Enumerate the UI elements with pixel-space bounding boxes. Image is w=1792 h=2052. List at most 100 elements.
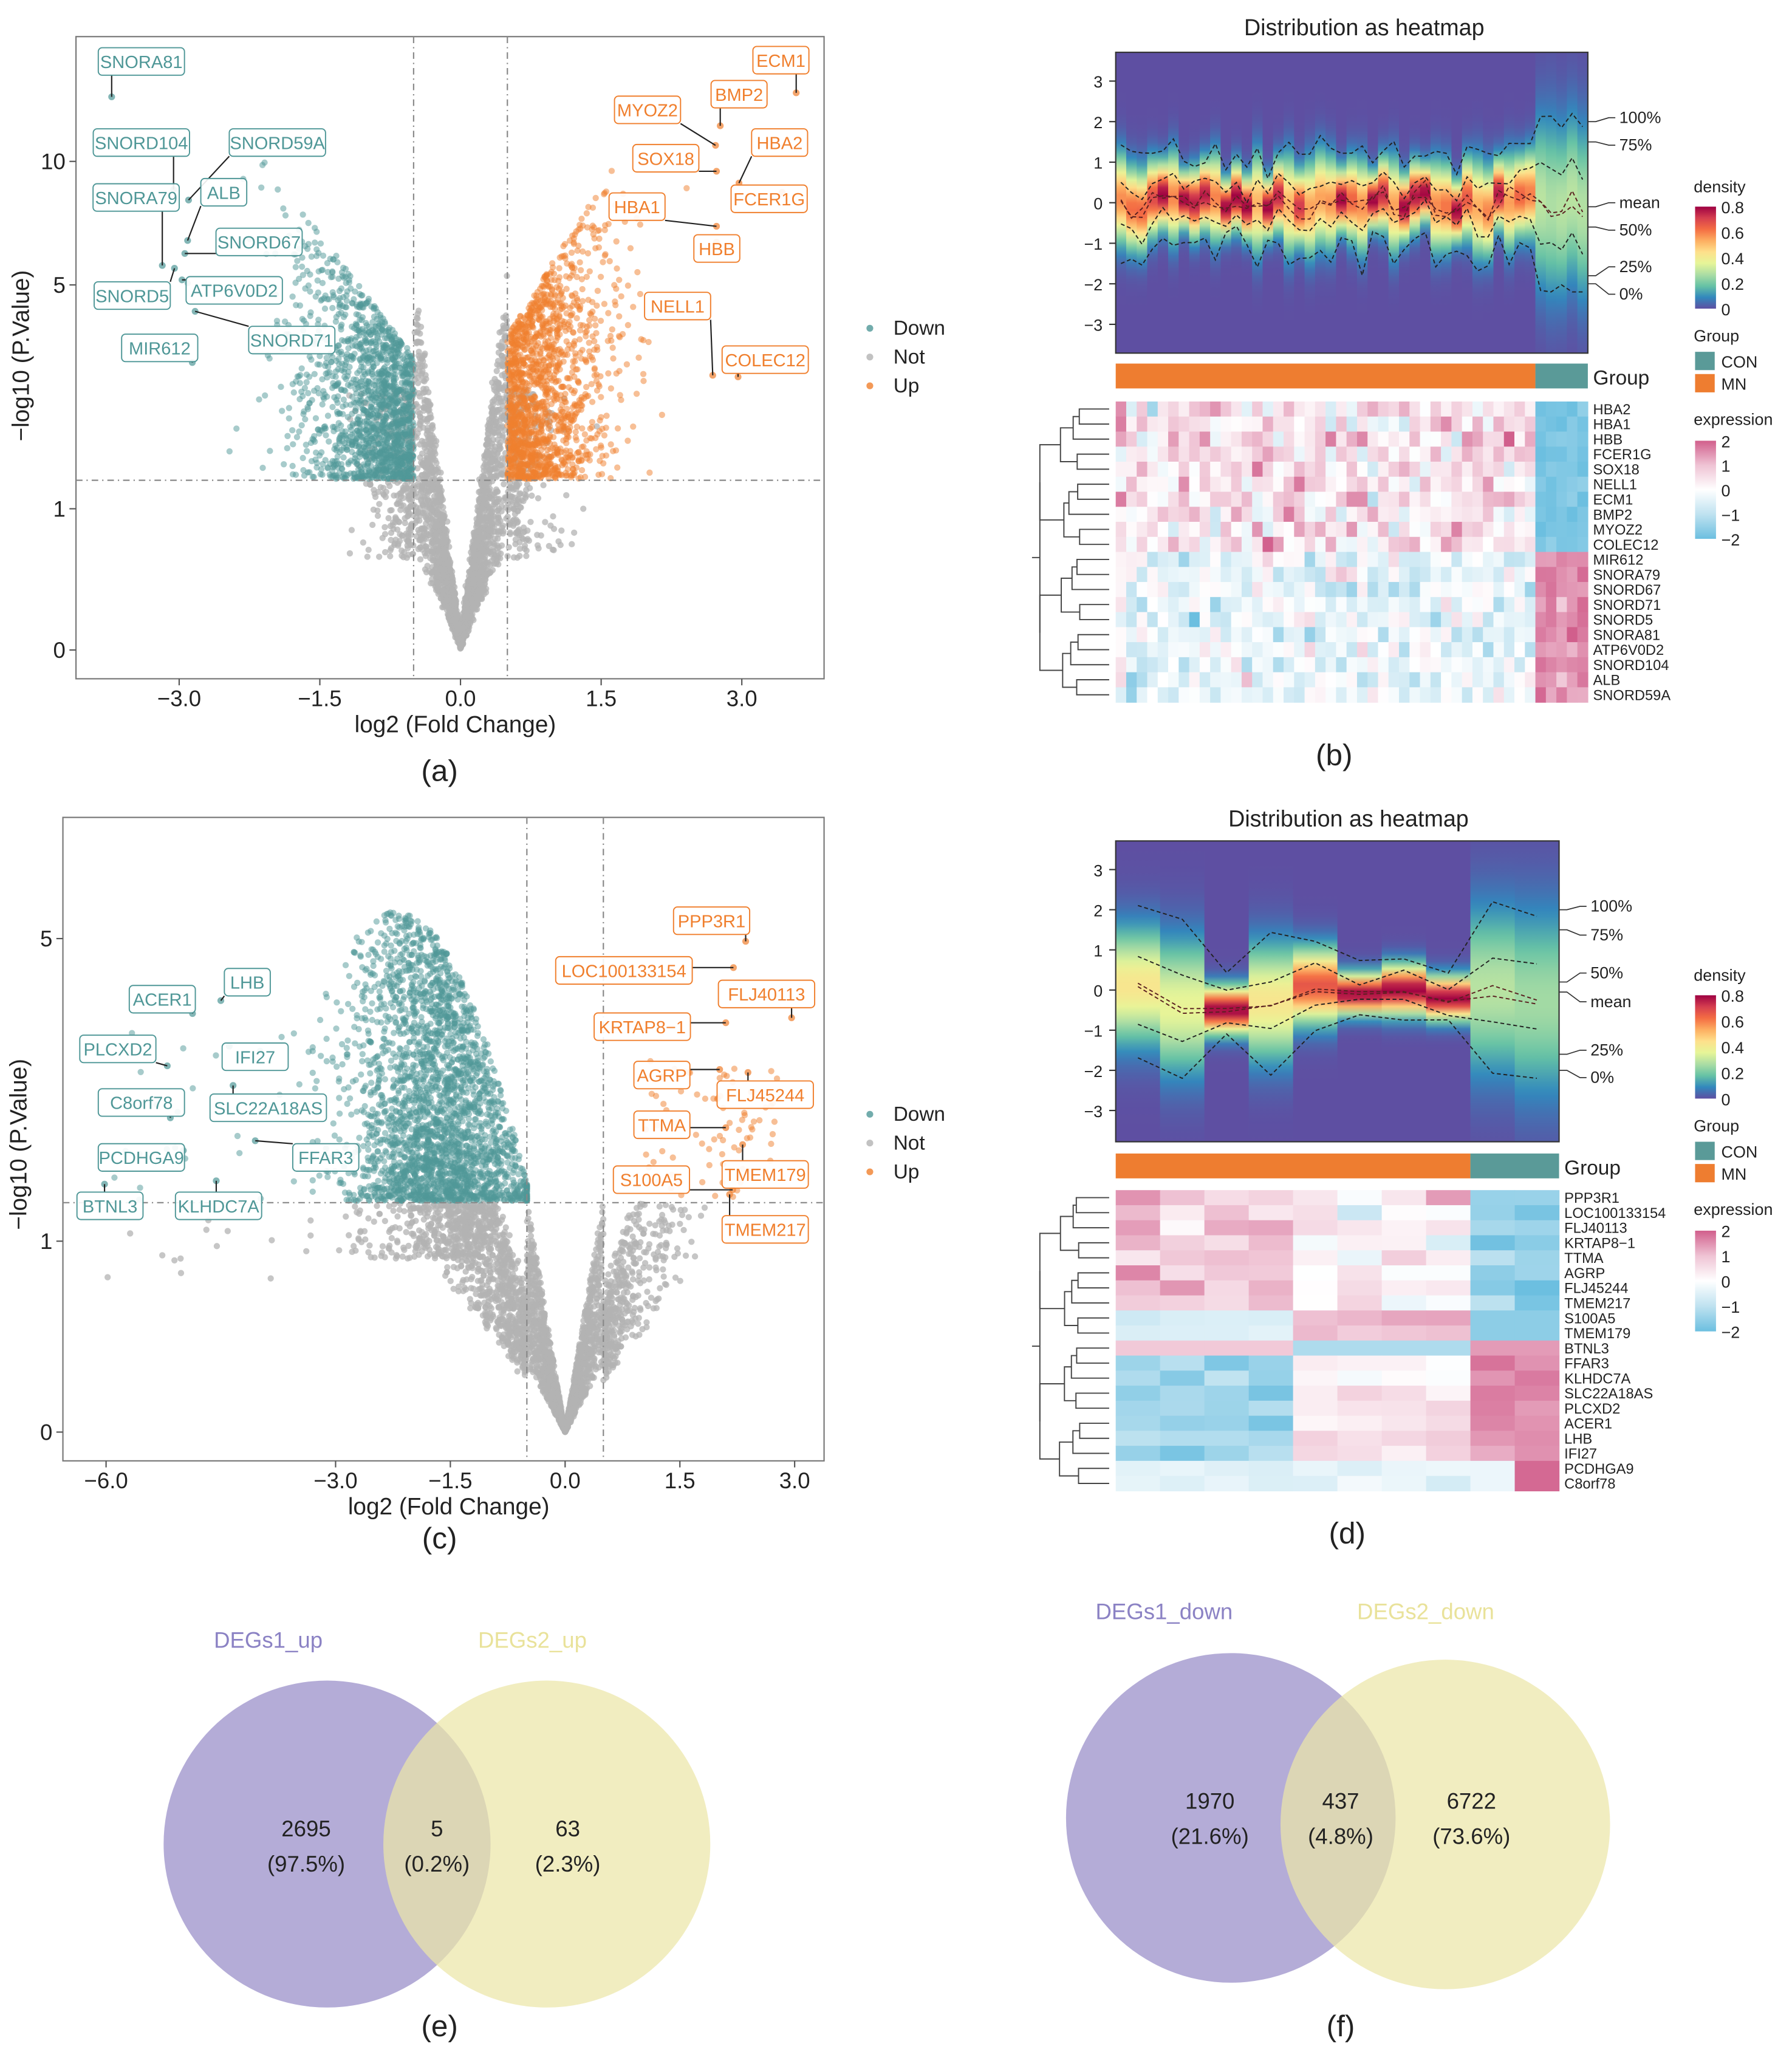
volcano-point-down [382,328,389,335]
volcano-point-not [419,472,425,479]
volcano-point-down [371,347,377,355]
volcano-point-down [366,468,372,474]
volcano-point-not [439,532,445,539]
volcano-point-down [357,357,363,363]
volcano-point-down [326,438,332,445]
volcano-point-down [398,458,405,465]
volcano-point-not [416,393,423,400]
volcano-point-down [407,409,414,416]
volcano-point-down [310,433,318,440]
volcano-point-not [416,307,422,314]
volcano-point-up [616,276,623,283]
volcano-point-up [578,467,586,474]
x-tick-label: 3.0 [727,686,757,711]
y-tick-label: 1 [53,496,66,521]
volcano-point-not [392,515,399,522]
volcano-point-not [521,491,528,498]
volcano-point-down [393,439,400,446]
volcano-point-not [488,443,495,450]
volcano-point-down [329,403,336,411]
volcano-point-not [405,531,412,538]
volcano-point-not [500,528,507,535]
volcano-plot-a: −log10 (P.Value) log2 (Fold Change) −3.0… [9,36,945,738]
volcano-point-not [429,549,436,555]
volcano-point-up [601,432,608,439]
volcano-point-down [337,295,343,302]
volcano-point-down [357,302,364,309]
volcano-point-down [327,274,335,281]
volcano-point-down [361,352,368,359]
volcano-point-down [343,402,349,408]
volcano-point-not [456,635,462,643]
volcano-point-down [259,162,266,168]
volcano-point-not [486,466,493,473]
volcano-point-not [535,545,542,552]
volcano-point-not [429,472,436,479]
volcano-point-down [338,321,345,328]
volcano-point-down [358,363,365,371]
volcano-point-not [478,515,485,522]
volcano-point-down [318,449,325,456]
volcano-point-down [321,305,329,312]
volcano-point-up [601,301,608,307]
volcano-point-down [329,304,336,312]
volcano-point-not [485,437,492,444]
volcano-point-not [493,368,500,374]
volcano-point-not [381,549,389,556]
volcano-point-not [451,591,458,598]
y-axis-title: −log10 (P.Value) [9,270,35,442]
volcano-point-down [389,382,396,389]
volcano-point-not [423,569,430,576]
volcano-point-down [305,219,312,227]
volcano-point-down [349,422,356,429]
volcano-point-down [256,396,262,403]
volcano-point-down [319,401,326,408]
volcano-point-down [320,252,327,259]
volcano-point-not [417,358,424,364]
volcano-point-down [309,397,315,403]
volcano-point-not [550,525,558,532]
volcano-point-not [521,528,528,535]
volcano-point-down [381,443,389,450]
volcano-point-not [429,557,436,564]
volcano-point-not [558,527,565,534]
volcano-point-down [310,474,317,481]
volcano-point-not [516,553,523,559]
volcano-point-down [290,441,296,448]
volcano-point-down [338,422,344,429]
volcano-point-down [267,448,273,454]
x-tick-label: 1.5 [586,686,617,711]
volcano-point-down [284,445,290,451]
volcano-point-down [368,365,375,372]
volcano-point-down [336,470,343,476]
volcano-point-down [409,403,416,410]
volcano-point-not [443,597,450,603]
volcano-point-down [226,448,233,455]
volcano-point-up [595,244,603,251]
volcano-point-not [420,404,427,411]
volcano-point-up [579,248,586,255]
volcano-point-not [423,447,430,454]
volcano-point-down [369,435,375,442]
volcano-point-down [365,441,372,448]
volcano-point-down [338,337,346,344]
volcano-point-down [365,329,372,335]
volcano-point-down [359,326,366,332]
y-tick-label: 10 [41,149,66,174]
volcano-point-down [380,315,386,322]
volcano-point-down [326,296,332,303]
y-tick-label: 0 [53,638,66,663]
volcano-point-down [331,463,338,470]
volcano-point-not [483,489,490,496]
volcano-point-down [410,422,417,429]
volcano-point-down [337,434,343,441]
volcano-point-down [304,267,310,275]
volcano-point-down [371,381,377,388]
volcano-point-not [570,529,578,536]
volcano-point-up [575,449,582,456]
volcano-point-not [538,532,544,539]
volcano-point-not [451,600,458,607]
volcano-point-down [392,393,398,400]
volcano-point-down [308,457,315,465]
